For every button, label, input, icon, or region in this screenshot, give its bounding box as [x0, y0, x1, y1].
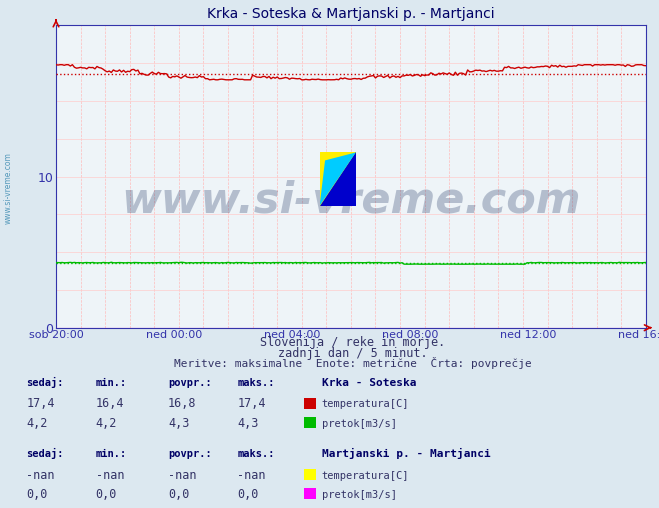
Text: temperatura[C]: temperatura[C]	[322, 399, 409, 409]
Text: maks.:: maks.:	[237, 449, 275, 459]
Text: zadnji dan / 5 minut.: zadnji dan / 5 minut.	[277, 346, 428, 360]
Text: 0,0: 0,0	[168, 488, 189, 501]
Text: Krka - Soteska: Krka - Soteska	[322, 378, 416, 388]
Text: Slovenija / reke in morje.: Slovenija / reke in morje.	[260, 336, 445, 350]
Text: 4,2: 4,2	[96, 417, 117, 430]
Polygon shape	[320, 152, 356, 206]
Text: povpr.:: povpr.:	[168, 449, 212, 459]
Text: 4,3: 4,3	[168, 417, 189, 430]
Text: pretok[m3/s]: pretok[m3/s]	[322, 490, 397, 500]
Text: -nan: -nan	[96, 468, 124, 482]
Text: www.si-vreme.com: www.si-vreme.com	[121, 180, 581, 221]
Text: 17,4: 17,4	[237, 397, 266, 410]
Text: -nan: -nan	[26, 468, 55, 482]
Polygon shape	[320, 152, 356, 206]
Text: -nan: -nan	[168, 468, 196, 482]
Text: 4,3: 4,3	[237, 417, 258, 430]
Text: 4,2: 4,2	[26, 417, 47, 430]
Text: sedaj:: sedaj:	[26, 448, 64, 459]
Text: maks.:: maks.:	[237, 378, 275, 388]
Text: Martjanski p. - Martjanci: Martjanski p. - Martjanci	[322, 448, 490, 459]
Text: www.si-vreme.com: www.si-vreme.com	[3, 152, 13, 224]
Text: pretok[m3/s]: pretok[m3/s]	[322, 419, 397, 429]
Polygon shape	[320, 152, 356, 206]
Text: povpr.:: povpr.:	[168, 378, 212, 388]
Text: 17,4: 17,4	[26, 397, 55, 410]
Text: 0,0: 0,0	[96, 488, 117, 501]
Text: Meritve: maksimalne  Enote: metrične  Črta: povprečje: Meritve: maksimalne Enote: metrične Črta…	[174, 357, 531, 369]
Text: 0,0: 0,0	[26, 488, 47, 501]
Text: 16,8: 16,8	[168, 397, 196, 410]
Text: -nan: -nan	[237, 468, 266, 482]
Text: min.:: min.:	[96, 449, 127, 459]
Text: temperatura[C]: temperatura[C]	[322, 470, 409, 481]
Text: min.:: min.:	[96, 378, 127, 388]
Text: sedaj:: sedaj:	[26, 377, 64, 388]
Title: Krka - Soteska & Martjanski p. - Martjanci: Krka - Soteska & Martjanski p. - Martjan…	[207, 8, 495, 21]
Text: 0,0: 0,0	[237, 488, 258, 501]
Text: 16,4: 16,4	[96, 397, 124, 410]
